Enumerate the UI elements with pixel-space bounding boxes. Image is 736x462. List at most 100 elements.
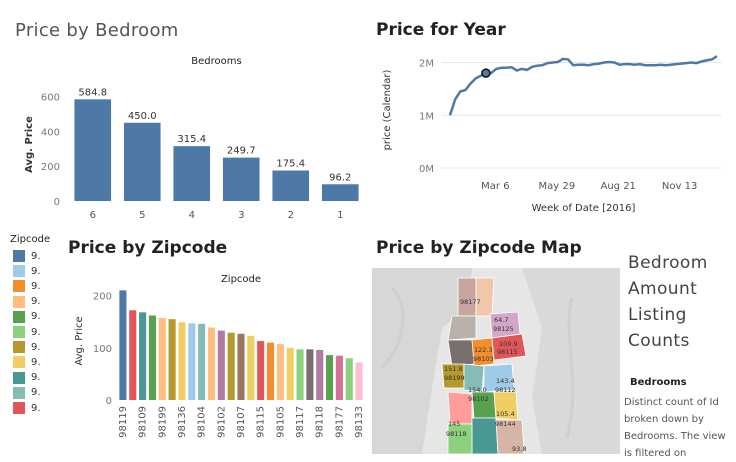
legend-swatch — [13, 250, 25, 262]
bedroom-bar — [272, 170, 310, 201]
zipcode-bar — [316, 349, 324, 400]
legend-swatch — [13, 295, 25, 308]
legend-label: 9. — [31, 356, 41, 368]
zip-region[interactable] — [447, 339, 475, 367]
zipcode-map[interactable]: 98177 64.7 98125 109.9 98115 122.3 98103… — [372, 268, 620, 454]
zipcode-bar — [335, 355, 343, 400]
zipcode-x-tick: 98109 — [138, 406, 149, 438]
legend-swatch — [13, 280, 25, 293]
bedroom-x-tick: 2 — [288, 210, 294, 221]
bedroom-bar-label: 450.0 — [128, 111, 157, 122]
map-label: 122.3 — [474, 346, 493, 354]
bedroom-x-tick: 5 — [139, 210, 145, 221]
map-label: 93.8 — [512, 445, 526, 453]
legend-swatch — [13, 326, 25, 338]
year-y-tick: 1M — [419, 111, 434, 122]
zip-region[interactable] — [475, 277, 495, 317]
zipcode-bar — [355, 362, 363, 400]
legend-swatch — [13, 310, 25, 323]
bedroom-chart-title: Price by Bedroom — [15, 20, 179, 41]
map-labels: 98177 64.7 98125 109.9 98115 122.3 98103… — [444, 298, 526, 453]
zipcode-x-tick: 98107 — [236, 406, 247, 438]
zipcode-bar — [139, 312, 147, 400]
legend-label: 9. — [31, 372, 41, 384]
zip-region[interactable] — [447, 315, 477, 341]
zip-region[interactable] — [495, 419, 525, 454]
map-land-west — [372, 268, 472, 454]
legend-item[interactable]: 9. — [13, 386, 41, 399]
legend-label: 9. — [31, 402, 41, 414]
zipcode-y-tick: 0 — [106, 396, 112, 407]
map-label: 109.9 — [499, 340, 518, 348]
legend-item[interactable]: 9. — [13, 371, 41, 384]
zipcode-bar — [129, 310, 137, 400]
bedroom-bar-label: 584.8 — [78, 87, 107, 98]
legend-item[interactable]: 9. — [13, 265, 41, 278]
map-label: 98144 — [495, 420, 516, 428]
year-line-chart[interactable]: 0M 1M 2M price (Calendar) Mar 6 May 29 Aug 21 N… — [372, 48, 736, 228]
bedroom-bar — [123, 122, 161, 201]
zipcode-x-tick: 98118 — [315, 406, 326, 438]
zip-region[interactable] — [457, 277, 477, 317]
bedroom-x-tick: 1 — [337, 210, 343, 221]
zipcode-y-tick: 100 — [93, 344, 112, 355]
zipcode-bar — [178, 322, 186, 400]
map-label: 98115 — [497, 348, 518, 356]
zipcode-bar — [198, 323, 206, 400]
map-label: 105.4 — [496, 410, 515, 418]
map-road — [565, 297, 575, 439]
zipcode-bar — [345, 358, 353, 400]
legend-label: 9. — [31, 265, 41, 277]
legend-swatch — [13, 386, 25, 399]
bedroom-bar-label: 175.4 — [276, 159, 305, 170]
legend-item[interactable]: 9. — [13, 280, 41, 293]
legend-item[interactable]: 9. — [13, 295, 41, 308]
zipcode-bar-chart[interactable]: Zipcode Avg. Price 0 100 200 98119 98109 98199 9… — [62, 266, 368, 454]
legend-swatch — [13, 356, 25, 369]
zipcode-bar — [237, 333, 245, 400]
zipcode-bar — [276, 344, 284, 400]
zipcode-x-tick: 98177 — [334, 406, 345, 438]
legend-item[interactable]: 9. — [13, 310, 41, 323]
zipcode-bar — [296, 349, 304, 400]
year-x-tick: May 29 — [539, 181, 576, 192]
map-road — [380, 286, 405, 370]
year-x-tick: Mar 6 — [481, 181, 509, 192]
zip-region[interactable] — [483, 363, 515, 393]
map-label: 98177 — [460, 298, 481, 306]
legend-label: 9. — [31, 387, 41, 399]
map-label: 98125 — [493, 325, 514, 333]
legend-swatch — [13, 265, 25, 278]
zipcode-bar — [306, 349, 314, 400]
map-label: 143.4 — [496, 377, 515, 385]
map-label: 98112 — [495, 386, 516, 394]
legend-item[interactable]: 9. — [13, 341, 41, 354]
zip-region[interactable] — [447, 423, 473, 454]
year-y-axis-label: price (Calendar) — [382, 69, 393, 150]
legend-item[interactable]: 9. — [13, 356, 41, 369]
zipcode-x-tick: 98102 — [216, 406, 227, 438]
bedroom-y-tick: 600 — [41, 93, 60, 104]
year-y-tick: 2M — [419, 59, 434, 70]
zipcode-bar — [247, 335, 255, 400]
legend-title: Zipcode — [10, 234, 51, 245]
bedroom-bar-label: 96.2 — [329, 172, 351, 183]
bedroom-x-tick: 6 — [90, 210, 96, 221]
year-x-tick: Aug 21 — [600, 181, 635, 192]
legend-label: 9. — [31, 280, 41, 292]
zipcode-bar — [158, 318, 166, 400]
legend-label: 9. — [31, 296, 41, 308]
zipcode-x-tick: 98119 — [118, 406, 129, 438]
zipcode-x-tick: 98117 — [295, 406, 306, 438]
bedroom-bar-chart[interactable]: Bedrooms Avg. Price 0 200 400 600 584.8 6 450.0 5… — [0, 48, 370, 228]
legend-label: 9. — [31, 311, 41, 323]
legend-item[interactable]: 9. — [13, 402, 41, 414]
side-panel-subtitle: Bedrooms — [630, 377, 687, 388]
legend-swatch — [13, 341, 25, 354]
zipcode-chart-title: Price by Zipcode — [68, 238, 228, 258]
legend-item[interactable]: 9. — [13, 326, 41, 338]
bedroom-bar — [173, 146, 211, 201]
year-series-line — [448, 55, 718, 116]
legend-item[interactable]: 9. — [13, 250, 41, 262]
side-panel-description: Distinct count of Id broken down by Bedr… — [624, 397, 726, 459]
